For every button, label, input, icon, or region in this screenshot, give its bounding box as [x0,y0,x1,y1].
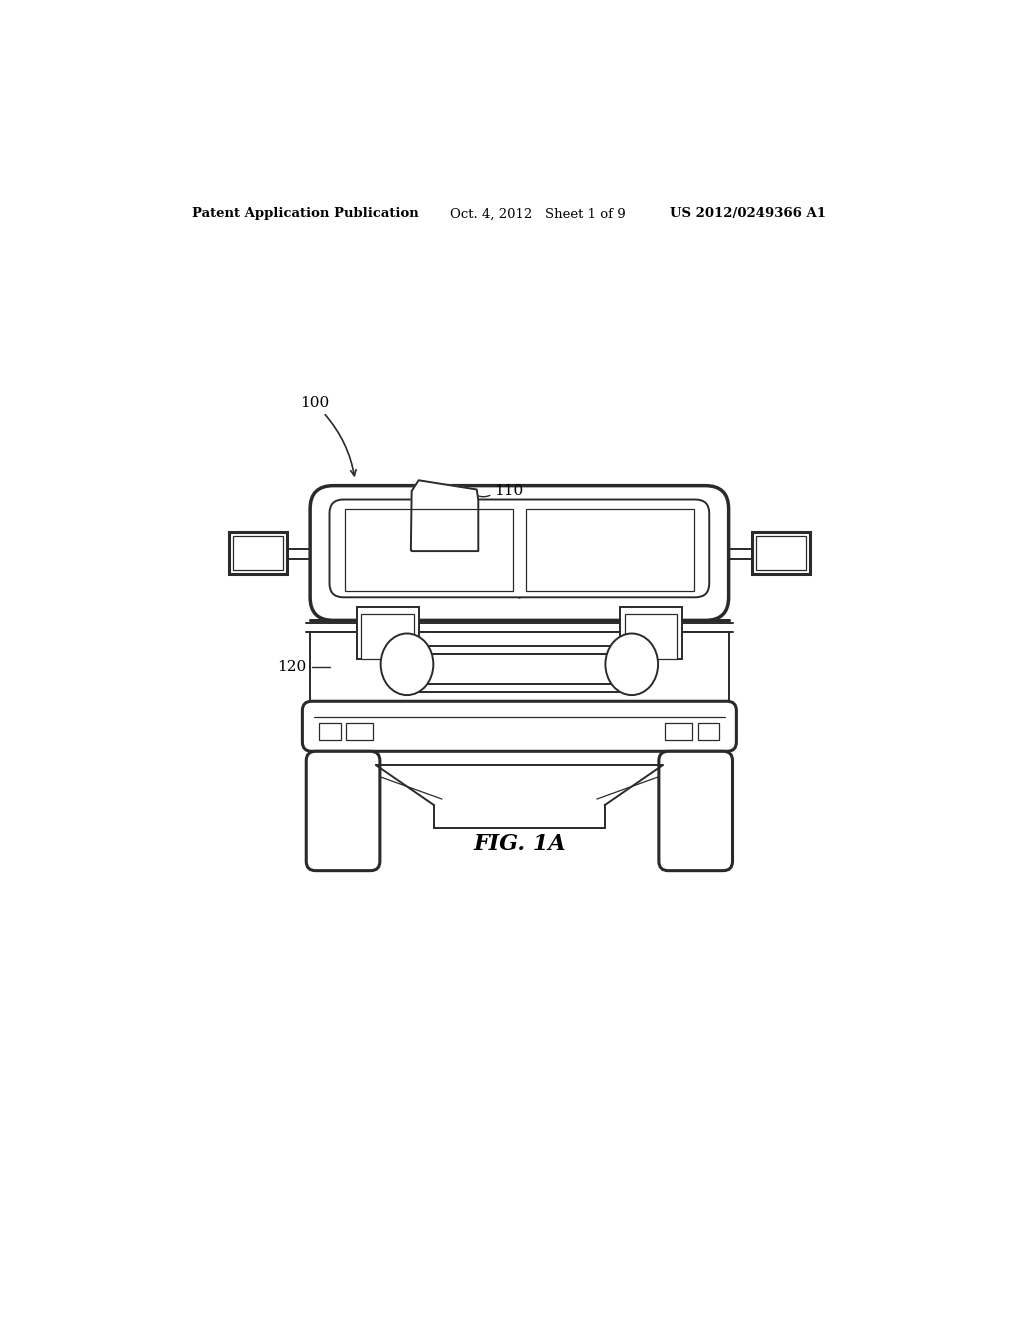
FancyBboxPatch shape [310,486,729,620]
Bar [621,607,682,659]
Text: FIG. 1A: FIG. 1A [473,833,565,855]
Bar [356,607,419,659]
Polygon shape [411,480,478,552]
Text: Oct. 4, 2012   Sheet 1 of 9: Oct. 4, 2012 Sheet 1 of 9 [450,207,626,220]
Bar [419,684,621,692]
Text: Patent Application Publication: Patent Application Publication [193,207,419,220]
Bar [232,536,283,570]
Bar [756,536,806,570]
Bar [525,508,693,591]
Bar [419,645,621,653]
Bar [697,723,719,739]
Ellipse shape [381,634,433,696]
FancyBboxPatch shape [330,499,710,597]
Bar [310,632,729,701]
Bar [361,614,414,659]
FancyBboxPatch shape [658,751,732,871]
Text: US 2012/0249366 A1: US 2012/0249366 A1 [671,207,826,220]
Bar [346,723,373,739]
FancyBboxPatch shape [302,701,736,751]
Bar [345,508,513,591]
Text: 120: 120 [276,660,306,673]
Bar [426,653,612,688]
Text: 110: 110 [494,484,523,498]
Ellipse shape [605,634,658,696]
Bar [319,723,341,739]
Bar [752,532,810,574]
Text: 100: 100 [300,396,330,411]
Bar [665,723,692,739]
Bar [625,614,678,659]
Bar [228,532,287,574]
FancyBboxPatch shape [306,751,380,871]
